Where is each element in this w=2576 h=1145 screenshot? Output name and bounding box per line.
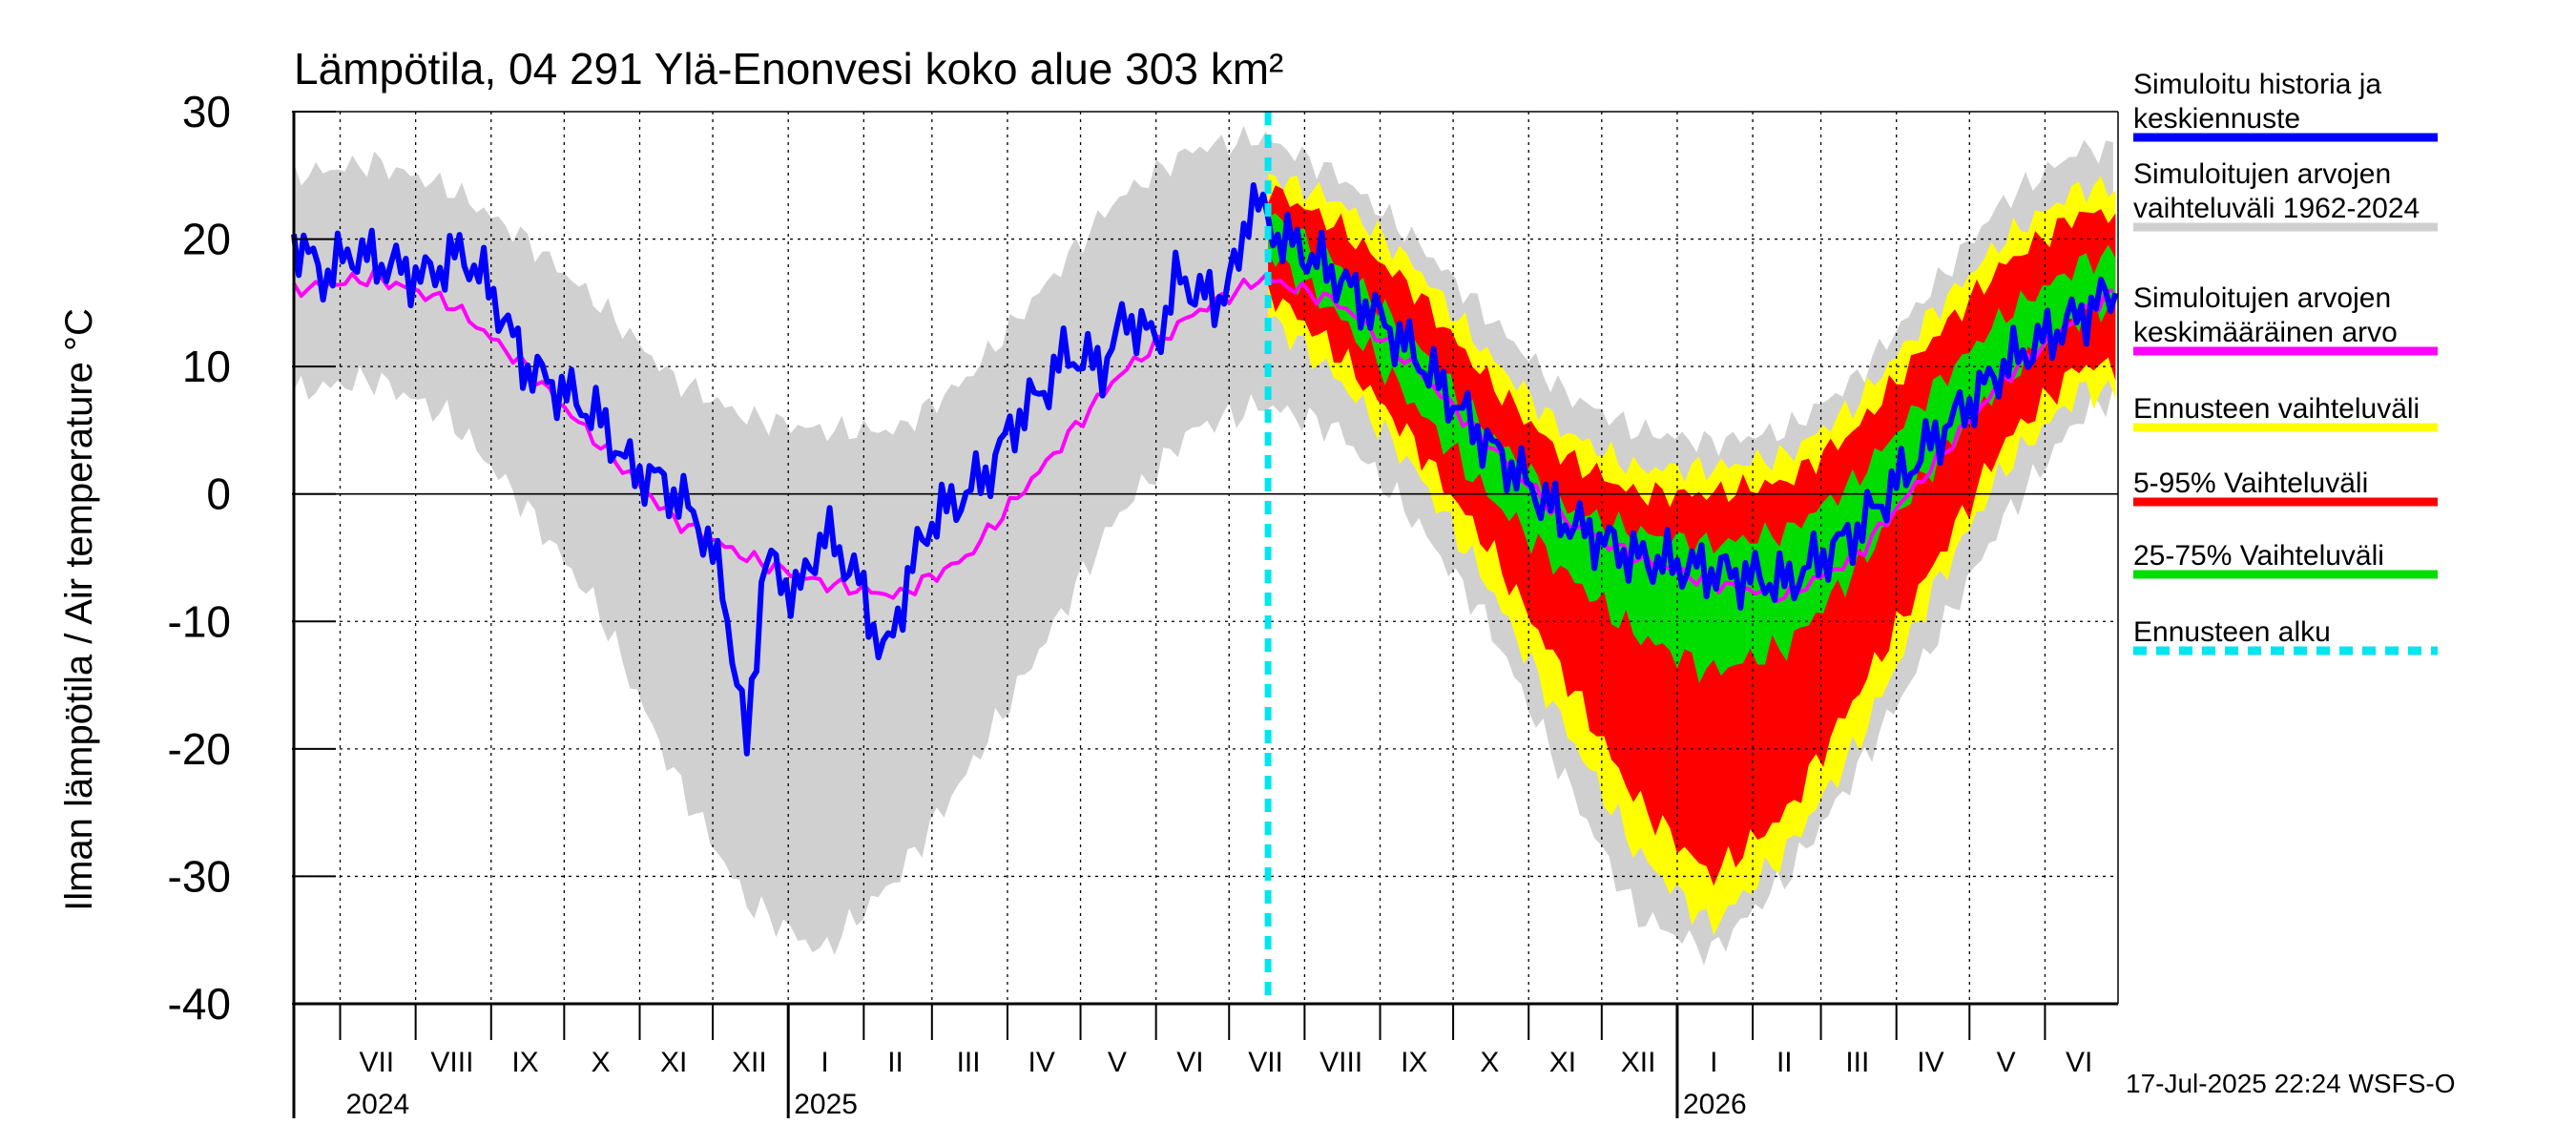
legend-label-6-0: Ennusteen alku (2133, 616, 2331, 648)
bands-layer (294, 125, 2116, 966)
ytick-label-3: 0 (206, 469, 231, 519)
month-label-20: III (1845, 1047, 1869, 1078)
ytick-label-6: -30 (168, 851, 231, 901)
band-4 (1268, 213, 2116, 683)
ytick-label-7: -40 (168, 979, 231, 1029)
year-label-2: 2026 (1683, 1089, 1747, 1120)
month-label-12: VII (1248, 1047, 1283, 1078)
month-label-9: IV (1028, 1047, 1055, 1078)
month-label-14: IX (1401, 1047, 1427, 1078)
grid-layer (294, 112, 2118, 1004)
legend-label-3-0: Ennusteen vaihteluväli (2133, 393, 2420, 425)
month-label-4: XI (660, 1047, 687, 1078)
month-label-17: XII (1621, 1047, 1656, 1078)
month-label-19: II (1776, 1047, 1793, 1078)
legend-label-0-1: keskiennuste (2133, 103, 2300, 135)
year-label-0: 2024 (346, 1089, 410, 1120)
month-label-22: V (1997, 1047, 2016, 1078)
legend-label-4-0: 5-95% Vaihteluväli (2133, 468, 2368, 499)
month-label-23: VI (2066, 1047, 2092, 1078)
footer-timestamp: 17-Jul-2025 22:24 WSFS-O (2126, 1069, 2456, 1098)
month-label-1: VIII (430, 1047, 473, 1078)
ytick-label-0: 30 (182, 87, 231, 136)
ytick-label-5: -20 (168, 724, 231, 774)
month-label-3: X (592, 1047, 611, 1078)
y-axis-label: Ilman lämpötila / Air temperature °C (58, 308, 100, 911)
legend-label-2-1: keskimääräinen arvo (2133, 317, 2398, 348)
series-line-2 (291, 182, 2119, 757)
ytick-label-2: 10 (182, 342, 231, 391)
lines-layer (291, 112, 2119, 1004)
month-label-8: III (957, 1047, 981, 1078)
ytick-label-1: 20 (182, 215, 231, 264)
month-label-2: IX (511, 1047, 538, 1078)
month-label-7: II (887, 1047, 904, 1078)
band-3 (1268, 185, 2116, 886)
month-label-5: XII (732, 1047, 767, 1078)
month-label-10: V (1108, 1047, 1127, 1078)
legend-label-2-0: Simuloitujen arvojen (2133, 282, 2391, 314)
month-label-18: I (1710, 1047, 1717, 1078)
ytick-label-4: -10 (168, 596, 231, 646)
month-label-21: IV (1917, 1047, 1943, 1078)
month-label-15: X (1480, 1047, 1499, 1078)
month-label-13: VIII (1319, 1047, 1362, 1078)
legend-label-5-0: 25-75% Vaihteluväli (2133, 540, 2384, 572)
series-line-1 (292, 267, 2114, 603)
chart-title: Lämpötila, 04 291 Ylä-Enonvesi koko alue… (294, 44, 1283, 94)
year-label-1: 2025 (794, 1089, 858, 1120)
month-label-6: I (821, 1047, 828, 1078)
legend-label-1-1: vaihteluväli 1962-2024 (2133, 193, 2420, 224)
legend-label-1-0: Simuloitujen arvojen (2133, 158, 2391, 190)
legend-label-0-0: Simuloitu historia ja (2133, 69, 2381, 100)
month-label-0: VII (359, 1047, 394, 1078)
month-label-16: XI (1549, 1047, 1576, 1078)
month-label-11: VI (1176, 1047, 1203, 1078)
